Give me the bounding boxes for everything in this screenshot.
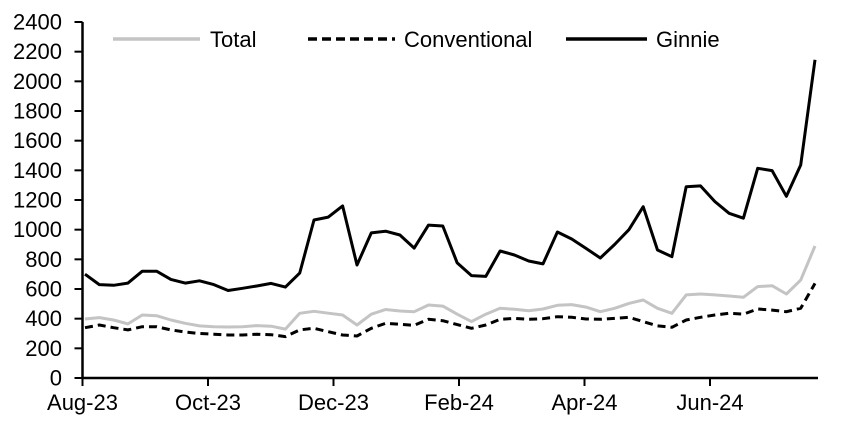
legend-label-total: Total xyxy=(210,27,256,52)
y-tick-label: 0 xyxy=(50,366,62,391)
x-tick-label: Jun-24 xyxy=(676,390,743,415)
legend-label-conventional: Conventional xyxy=(404,27,532,52)
legend-item-total: Total xyxy=(113,27,256,52)
y-tick-label: 1200 xyxy=(13,188,62,213)
y-tick-label: 400 xyxy=(25,306,62,331)
y-tick-label: 2000 xyxy=(13,69,62,94)
series-line-conventional xyxy=(84,282,817,339)
y-tick-label: 2400 xyxy=(13,10,62,35)
series-line-total xyxy=(84,245,817,331)
legend-item-conventional: Conventional xyxy=(308,27,532,52)
x-tick-label: Apr-24 xyxy=(551,390,617,415)
y-tick-label: 1800 xyxy=(13,99,62,124)
x-tick-label: Aug-23 xyxy=(47,390,118,415)
legend: Total Conventional Ginnie xyxy=(113,27,720,52)
x-tick-label: Feb-24 xyxy=(424,390,494,415)
y-tick-label: 200 xyxy=(25,336,62,361)
y-tick-label: 800 xyxy=(25,247,62,272)
y-tick-label: 1600 xyxy=(13,128,62,153)
legend-label-ginnie: Ginnie xyxy=(656,27,720,52)
y-axis: 0 200 400 600 800 1000 1200 1400 1600 1800 2000 220… xyxy=(13,10,83,391)
series-line-ginnie xyxy=(84,59,817,292)
x-tick-label: Dec-23 xyxy=(298,390,369,415)
x-axis: Aug-23 Oct-23 Dec-23 Feb-24 Apr-24 Jun-24 xyxy=(47,378,744,415)
x-tick-label: Oct-23 xyxy=(175,390,241,415)
y-tick-label: 2200 xyxy=(13,39,62,64)
y-tick-label: 1400 xyxy=(13,158,62,183)
legend-item-ginnie: Ginnie xyxy=(566,27,720,52)
y-tick-label: 1000 xyxy=(13,217,62,242)
y-tick-label: 600 xyxy=(25,277,62,302)
